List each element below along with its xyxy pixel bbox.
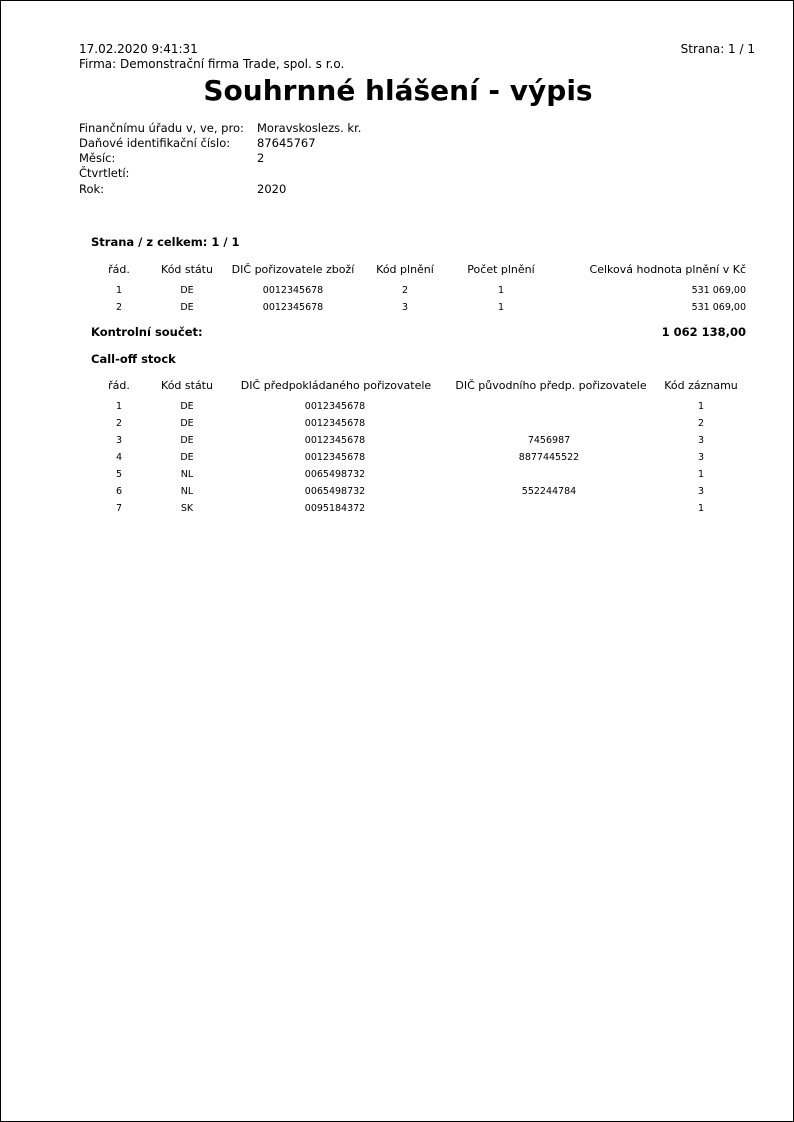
table-cell: DE — [180, 302, 194, 313]
table-cell: 0012345678 — [262, 285, 324, 296]
column-header: DIČ původního předp. pořizovatele — [455, 379, 647, 392]
table-cell: 552244784 — [521, 486, 577, 497]
table-cell: DE — [180, 418, 194, 429]
table-cell: 1 — [497, 302, 505, 313]
page-number: Strana: 1 / 1 — [680, 42, 755, 56]
info-label: Měsíc: — [79, 151, 116, 165]
table-cell: 1 — [497, 285, 505, 296]
table-cell: 1 — [115, 401, 123, 412]
table-cell: 2 — [697, 418, 705, 429]
section2-heading: Call-off stock — [91, 352, 176, 366]
table-cell: 0012345678 — [262, 302, 324, 313]
column-header: Kód státu — [161, 379, 213, 392]
table-cell: SK — [180, 503, 194, 514]
table-cell: 0012345678 — [304, 435, 366, 446]
table-cell: 5 — [115, 469, 123, 480]
table-cell: 3 — [401, 302, 409, 313]
column-header: řád. — [108, 379, 130, 392]
total-label: Kontrolní součet: — [91, 325, 203, 339]
table-cell: 1 — [697, 401, 705, 412]
info-label: Daňové identifikační číslo: — [79, 136, 231, 150]
table-cell: 0095184372 — [304, 503, 366, 514]
column-header: DIČ pořizovatele zboží — [231, 263, 355, 276]
info-label: Rok: — [79, 182, 105, 196]
table-cell: DE — [180, 435, 194, 446]
table-cell: 0012345678 — [304, 418, 366, 429]
table-cell: 0065498732 — [304, 469, 366, 480]
table-cell: 3 — [115, 435, 123, 446]
info-value: 2020 — [257, 182, 287, 196]
table-cell: 3 — [697, 435, 705, 446]
table-cell: 6 — [115, 486, 123, 497]
table-cell: 1 — [697, 503, 705, 514]
table-cell: 2 — [115, 418, 123, 429]
table-cell: 2 — [115, 302, 123, 313]
report-title: Souhrnné hlášení - výpis — [203, 74, 593, 107]
column-header: Celková hodnota plnění v Kč — [589, 263, 746, 276]
table-cell: 7456987 — [527, 435, 571, 446]
table-cell: 531 069,00 — [691, 285, 746, 296]
table-cell: 531 069,00 — [691, 302, 746, 313]
print-datetime: 17.02.2020 9:41:31 — [79, 42, 198, 56]
section1-heading: Strana / z celkem: 1 / 1 — [91, 235, 240, 249]
table-cell: 0012345678 — [304, 452, 366, 463]
info-value: 2 — [257, 151, 265, 165]
table-cell: 0065498732 — [304, 486, 366, 497]
total-value: 1 062 138,00 — [661, 325, 746, 339]
info-label: Finančnímu úřadu v, ve, pro: — [79, 121, 244, 135]
table-cell: DE — [180, 285, 194, 296]
column-header: Kód státu — [161, 263, 213, 276]
table-cell: 1 — [115, 285, 123, 296]
table-cell: 0012345678 — [304, 401, 366, 412]
table-cell: 3 — [697, 486, 705, 497]
table-cell: NL — [180, 486, 194, 497]
table-cell: 7 — [115, 503, 123, 514]
column-header: Kód plnění — [376, 263, 434, 276]
info-label: Čtvrtletí: — [79, 166, 130, 180]
table-cell: DE — [180, 452, 194, 463]
company-name: Firma: Demonstrační firma Trade, spol. s… — [79, 57, 345, 71]
column-header: DIČ předpokládaného pořizovatele — [240, 379, 432, 392]
table-cell: DE — [180, 401, 194, 412]
table-cell: 4 — [115, 452, 123, 463]
table-cell: 2 — [401, 285, 409, 296]
column-header: Počet plnění — [467, 263, 535, 276]
table-cell: 1 — [697, 469, 705, 480]
info-value: 87645767 — [257, 136, 316, 150]
column-header: Kód záznamu — [664, 379, 738, 392]
table-cell: 8877445522 — [518, 452, 580, 463]
table-cell: 3 — [697, 452, 705, 463]
column-header: řád. — [108, 263, 130, 276]
info-value: Moravskoslezs. kr. — [257, 121, 362, 135]
table-cell: NL — [180, 469, 194, 480]
